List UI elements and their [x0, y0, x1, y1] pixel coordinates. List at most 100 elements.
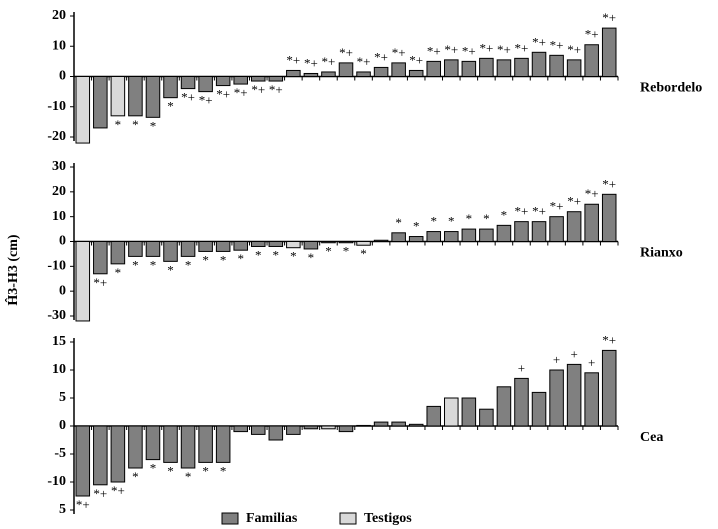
bar [286, 241, 301, 249]
y-tick-label: 5 [59, 502, 66, 517]
significance-label: *+ [585, 186, 599, 201]
bar [110, 241, 126, 265]
bar [549, 216, 564, 243]
significance-label: *+ [357, 54, 371, 69]
bar [128, 425, 143, 469]
bar [461, 397, 477, 427]
significance-label: * [202, 252, 209, 267]
bar [496, 224, 512, 243]
significance-label: *+ [251, 82, 265, 97]
significance-label: *+ [602, 332, 616, 347]
significance-label: * [466, 211, 473, 226]
bar [426, 231, 442, 242]
bar [584, 372, 599, 427]
bar [479, 408, 494, 427]
bar [514, 57, 529, 77]
bar [215, 425, 231, 463]
significance-label: * [290, 249, 297, 264]
significance-label: * [167, 262, 174, 277]
y-tick-label: 0 [59, 418, 66, 433]
bar [215, 241, 231, 252]
bar [426, 405, 442, 427]
significance-label: * [115, 265, 122, 280]
y-tick-label: 0 [59, 234, 66, 249]
significance-label: * [150, 257, 157, 272]
bar [75, 241, 91, 322]
significance-label: * [185, 469, 192, 484]
bar [391, 421, 406, 427]
bar [584, 203, 599, 242]
bar [531, 391, 547, 427]
bar [321, 71, 336, 78]
bar [338, 241, 354, 244]
bar [75, 76, 91, 144]
significance-label: * [115, 117, 122, 132]
bar [198, 76, 213, 93]
significance-label: * [255, 247, 262, 262]
y-tick-label: 20 [52, 8, 66, 23]
significance-label: *+ [409, 52, 423, 67]
significance-label: *+ [181, 90, 195, 105]
bar [408, 236, 424, 243]
significance-label: *+ [111, 483, 125, 498]
bar [180, 425, 196, 469]
bar [250, 76, 266, 82]
bar [461, 60, 477, 77]
significance-label: * [220, 252, 227, 267]
significance-label: *+ [550, 199, 564, 214]
significance-label: *+ [93, 486, 107, 501]
significance-label: *+ [392, 45, 406, 60]
bar [268, 241, 284, 247]
bar [479, 57, 494, 77]
bar [233, 425, 248, 433]
significance-label: *+ [374, 49, 388, 64]
significance-label: *+ [427, 43, 441, 58]
significance-label: *+ [216, 87, 230, 102]
significance-label: *+ [567, 194, 581, 209]
bar [145, 76, 161, 118]
significance-label: * [273, 247, 280, 262]
significance-label: *+ [304, 55, 318, 70]
bar [373, 66, 389, 78]
bar [303, 72, 319, 77]
significance-label: *+ [286, 52, 300, 67]
bar [479, 228, 494, 242]
significance-label: * [413, 219, 420, 234]
significance-label: *+ [550, 37, 564, 52]
significance-label: *+ [199, 93, 213, 108]
y-tick-label: -5 [54, 446, 66, 461]
bar [163, 425, 178, 463]
y-tick-label: 20 [52, 184, 66, 199]
y-tick-label: 5 [59, 390, 66, 405]
significance-label: * [220, 463, 227, 478]
legend-swatch [221, 512, 239, 525]
bar [391, 232, 406, 243]
significance-label: + [518, 360, 525, 375]
bar [286, 69, 301, 77]
significance-label: *+ [497, 42, 511, 57]
bar [584, 44, 599, 77]
bar [321, 241, 336, 244]
bar [566, 363, 582, 427]
bar [250, 241, 266, 247]
bar [549, 54, 564, 77]
bar [286, 425, 301, 435]
significance-label: *+ [479, 40, 493, 55]
significance-label: * [167, 99, 174, 114]
bar [198, 425, 213, 463]
bar [128, 76, 143, 117]
y-tick-label: -10 [47, 474, 66, 489]
bar [268, 76, 284, 82]
significance-label: + [553, 352, 560, 367]
bar [601, 349, 617, 427]
significance-label: *+ [76, 497, 90, 512]
bar [461, 228, 477, 242]
significance-label: * [132, 469, 139, 484]
bar [180, 241, 196, 257]
significance-label: *+ [602, 176, 616, 191]
bar [601, 193, 617, 242]
y-tick-label: -30 [47, 308, 66, 323]
significance-label: *+ [462, 43, 476, 58]
bar [531, 51, 547, 77]
y-tick-label: -10 [47, 259, 66, 274]
